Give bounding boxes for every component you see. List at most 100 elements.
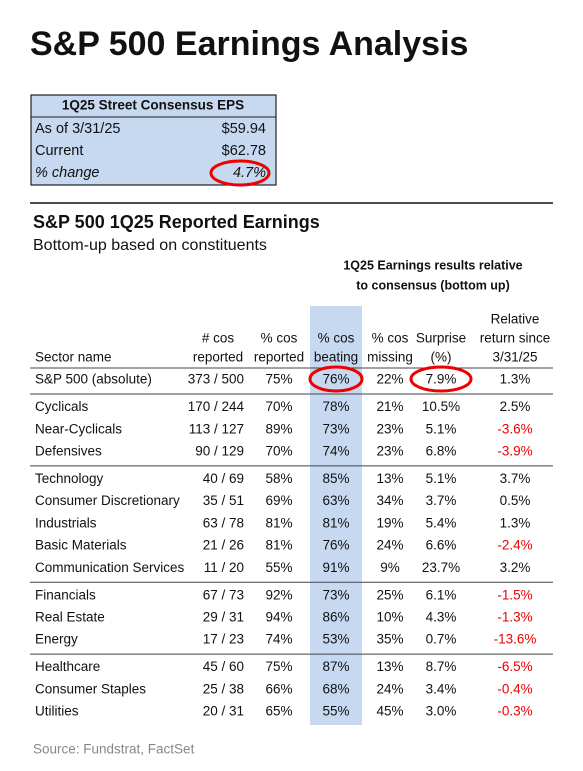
- cell: 21%: [376, 399, 403, 414]
- column-header: % cos: [261, 331, 298, 346]
- cell: 65%: [265, 704, 292, 719]
- sector-name: Basic Materials: [35, 538, 127, 553]
- sector-name: Communication Services: [35, 560, 185, 575]
- sector-name: Healthcare: [35, 659, 100, 674]
- column-header: reported: [254, 350, 304, 365]
- cell: 1.3%: [500, 515, 531, 530]
- cell: 73%: [322, 587, 349, 602]
- sector-name: Near-Cyclicals: [35, 421, 122, 436]
- cell: 85%: [322, 471, 349, 486]
- cell: 75%: [265, 659, 292, 674]
- cell: 68%: [322, 681, 349, 696]
- cell: 89%: [265, 421, 292, 436]
- cell: 170 / 244: [188, 399, 245, 414]
- cell: 3.7%: [500, 471, 531, 486]
- cell: 3.4%: [426, 681, 457, 696]
- consensus-value: $62.78: [222, 143, 266, 159]
- cell: 78%: [322, 399, 349, 414]
- cell: 20 / 31: [203, 704, 244, 719]
- cell: 34%: [376, 493, 403, 508]
- cell: 94%: [265, 609, 292, 624]
- cell: 74%: [265, 632, 292, 647]
- cell: 81%: [265, 515, 292, 530]
- cell: 67 / 73: [203, 587, 244, 602]
- sector-name: Consumer Staples: [35, 681, 146, 696]
- column-header: (%): [431, 350, 452, 365]
- cell: 19%: [376, 515, 403, 530]
- cell: 53%: [322, 632, 349, 647]
- column-header: Relative: [491, 312, 540, 327]
- cell: 373 / 500: [188, 372, 244, 387]
- cell: 6.8%: [426, 443, 457, 458]
- cell: 113 / 127: [189, 421, 244, 436]
- highlight-column: [310, 306, 362, 725]
- sector-name: Real Estate: [35, 609, 105, 624]
- cell: 17 / 23: [203, 632, 244, 647]
- sector-name: Utilities: [35, 704, 79, 719]
- column-header: beating: [314, 350, 358, 365]
- cell: 5.1%: [426, 421, 457, 436]
- cell: 76%: [322, 538, 349, 553]
- cell: -6.5%: [497, 659, 532, 674]
- column-header: % cos: [318, 331, 355, 346]
- cell: 74%: [322, 443, 349, 458]
- source: Source: Fundstrat, FactSet: [33, 742, 195, 757]
- highlight-oval: [209, 159, 271, 187]
- cell: 25 / 38: [203, 681, 244, 696]
- column-header: 3/31/25: [492, 350, 537, 365]
- cell: 70%: [265, 399, 292, 414]
- cell: 45%: [376, 704, 403, 719]
- column-header: # cos: [202, 331, 235, 346]
- cell: 2.5%: [500, 399, 531, 414]
- sector-name: Technology: [35, 471, 104, 486]
- cell: 7.9%: [426, 372, 457, 387]
- consensus-label: As of 3/31/25: [35, 121, 120, 137]
- highlight-oval: [409, 365, 473, 393]
- cell: 81%: [265, 538, 292, 553]
- highlight-oval: [308, 365, 364, 393]
- section-subtitle: Bottom-up based on constituents: [33, 237, 267, 254]
- cell: 76%: [322, 372, 349, 387]
- cell: 6.6%: [426, 538, 457, 553]
- cell: 3.2%: [500, 560, 531, 575]
- cell: 66%: [265, 681, 292, 696]
- cell: 1.3%: [500, 372, 531, 387]
- cell: 25%: [376, 587, 403, 602]
- cell: 8.7%: [426, 659, 457, 674]
- sector-name: Financials: [35, 587, 96, 602]
- cell: 75%: [265, 372, 292, 387]
- cell: 13%: [376, 471, 403, 486]
- cell: 0.7%: [426, 632, 457, 647]
- cell: 6.1%: [426, 587, 457, 602]
- column-header: reported: [193, 350, 243, 365]
- cell: 22%: [376, 372, 403, 387]
- cell: 24%: [376, 538, 403, 553]
- cell: -3.9%: [497, 443, 532, 458]
- column-header: Sector name: [35, 350, 112, 365]
- consensus-label: Current: [35, 143, 83, 159]
- column-header: return since: [480, 331, 551, 346]
- cell: 23%: [376, 421, 403, 436]
- sector-name: Consumer Discretionary: [35, 493, 180, 508]
- cell: 87%: [322, 659, 349, 674]
- consensus-box: [30, 94, 277, 186]
- cell: -3.6%: [497, 421, 532, 436]
- group-header: 1Q25 Earnings results relative: [343, 258, 522, 272]
- cell: 9%: [380, 560, 400, 575]
- consensus-label: % change: [35, 165, 100, 181]
- cell: 73%: [322, 421, 349, 436]
- sector-name: Energy: [35, 632, 78, 647]
- column-header: % cos: [372, 331, 409, 346]
- cell: 45 / 60: [203, 659, 244, 674]
- sector-name: Defensives: [35, 443, 102, 458]
- cell: -0.3%: [497, 704, 532, 719]
- cell: 63%: [322, 493, 349, 508]
- cell: 92%: [265, 587, 292, 602]
- cell: 10%: [376, 609, 403, 624]
- cell: 35%: [376, 632, 403, 647]
- cell: 58%: [265, 471, 292, 486]
- cell: 90 / 129: [195, 443, 244, 458]
- cell: 3.7%: [426, 493, 457, 508]
- cell: -0.4%: [497, 681, 532, 696]
